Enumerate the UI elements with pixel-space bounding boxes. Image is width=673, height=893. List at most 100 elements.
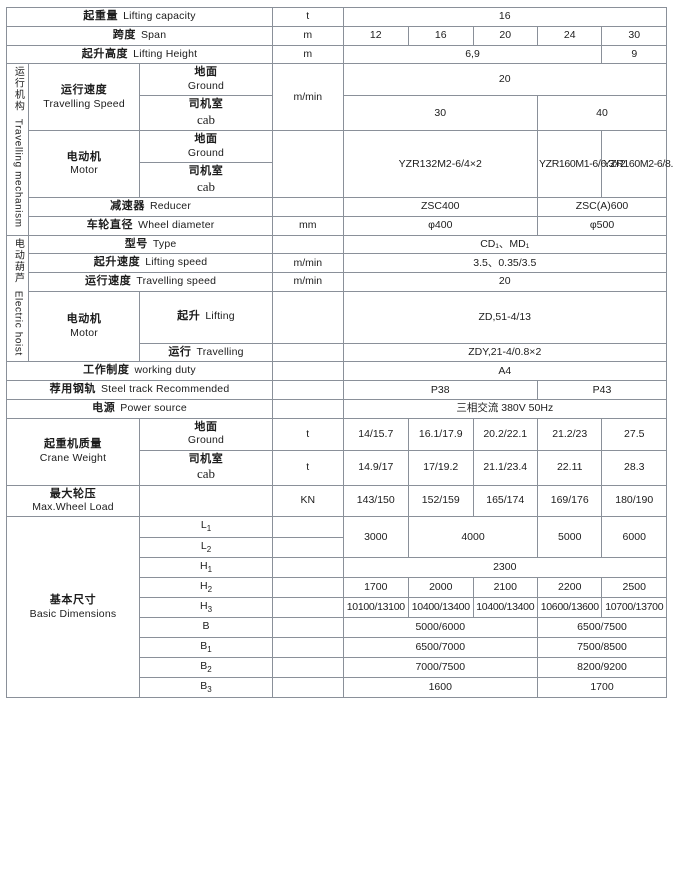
value-cell: A4 bbox=[342, 361, 668, 382]
row-label-steel-track: 荐用钢轨 Steel track Recommended bbox=[6, 380, 273, 400]
label-en: Wheel diameter bbox=[138, 218, 215, 231]
table-row-dimension-b3: B3 1600 1700 bbox=[7, 677, 668, 699]
value-cell: 21.1/23.4 bbox=[472, 449, 538, 486]
label-cn: 最大轮压 bbox=[49, 487, 97, 500]
dimension-symbol-b2: B2 bbox=[138, 657, 274, 679]
value-cell: 14.9/17 bbox=[342, 449, 410, 486]
value-cell: 9 bbox=[601, 44, 667, 65]
unit-cell: m bbox=[272, 44, 344, 65]
value-cell: 2000 bbox=[408, 576, 474, 598]
dimension-symbol-b1: B1 bbox=[138, 637, 274, 659]
value-cell: 1700 bbox=[342, 576, 410, 598]
value-cell: 16 bbox=[342, 7, 668, 27]
value-cell: 20.2/22.1 bbox=[472, 417, 538, 451]
value-cell: 40 bbox=[536, 95, 668, 132]
table-row-lifting-height: 起升高度 Lifting Height m 6,9 9 bbox=[6, 44, 667, 65]
row-label-travelling-speed: 运行速度 Travelling Speed bbox=[28, 63, 140, 132]
label-en: Basic Dimensions bbox=[29, 607, 117, 620]
row-label-hoist-lifting-speed: 起升速度 Lifting speed bbox=[28, 253, 273, 273]
unit-cell-empty bbox=[272, 576, 344, 598]
value-cell: φ400 bbox=[342, 215, 538, 236]
table-row-motor-cab: 司机室 cab bbox=[7, 162, 667, 198]
row-label-hoist-motor: 电动机 Motor bbox=[28, 290, 140, 363]
unit-cell-empty bbox=[272, 516, 344, 538]
sublabel-ground: 地面 Ground bbox=[138, 417, 274, 451]
symbol-base: B bbox=[202, 619, 210, 632]
table-row-hoist-motor-lifting: 电动机 Motor 起升 Lifting ZD,51-4/13 bbox=[7, 290, 668, 363]
label-cn: 型号 bbox=[124, 237, 148, 250]
value-cell: 169/176 bbox=[536, 484, 603, 518]
group-label-en: Travelling mechanism bbox=[12, 119, 24, 229]
value-cell: 22.11 bbox=[536, 449, 603, 486]
label-en: working duty bbox=[134, 364, 196, 377]
value-cell: 10700/13700 bbox=[601, 596, 667, 618]
label-cn: 工作制度 bbox=[83, 364, 130, 377]
value-cell: 5000 bbox=[536, 516, 603, 558]
sublabel-cn: 司机室 bbox=[188, 452, 224, 465]
label-cn: 车轮直径 bbox=[86, 218, 134, 231]
symbol-sub: 2 bbox=[206, 544, 212, 554]
value-cell: 180/190 bbox=[601, 484, 667, 518]
value-cell: 7500/8500 bbox=[536, 637, 668, 659]
label-cn: 起重机质量 bbox=[43, 438, 102, 451]
table-row-dimension-b1: B1 6500/7000 7500/8500 bbox=[7, 637, 668, 659]
sublabel-en: cab bbox=[196, 178, 216, 194]
specification-table: 起重量 Lifting capacity t 16 跨度 Span m 12 16 … bbox=[5, 7, 673, 699]
value-cell: 2100 bbox=[472, 576, 538, 598]
value-cell: φ500 bbox=[536, 215, 668, 236]
unit-cell-empty bbox=[272, 556, 344, 578]
sublabel-en: cab bbox=[196, 466, 216, 482]
symbol-sub: 2 bbox=[207, 584, 213, 594]
label-cn: 运行速度 bbox=[84, 275, 132, 287]
label-en: Lifting capacity bbox=[123, 10, 196, 22]
sublabel-cab: 司机室 cab bbox=[138, 95, 274, 132]
row-label-max-wheel-load: 最大轮压 Max.Wheel Load bbox=[6, 484, 140, 518]
table-row-reducer: 减速器 Reducer ZSC400 ZSC(A)600 bbox=[7, 197, 668, 217]
table-row-dimension-b2: B2 7000/7500 8200/9200 bbox=[7, 657, 668, 679]
row-label-lifting-capacity: 起重量 Lifting capacity bbox=[6, 7, 273, 27]
label-en: Motor bbox=[70, 164, 98, 177]
table-row-crane-weight-cab: 司机室 cab t 14.9/17 17/19.2 21.1/23.4 22.1… bbox=[7, 449, 667, 486]
unit-cell: t bbox=[272, 7, 344, 27]
unit-cell-empty bbox=[272, 290, 344, 344]
value-cell: 27.5 bbox=[601, 417, 667, 451]
value-cell: 1700 bbox=[536, 677, 668, 699]
symbol-base: B bbox=[200, 640, 208, 653]
sublabel-cn: 地面 bbox=[194, 66, 218, 79]
symbol-sub: 3 bbox=[207, 604, 213, 614]
table-row-hoist-type: 电动葫芦 Electric hoist 型号 Type CD₁、MD₁ bbox=[5, 234, 668, 363]
unit-cell: m/min bbox=[272, 272, 344, 292]
group-label-travelling-mechanism: 运行机构 Travelling mechanism bbox=[5, 63, 30, 236]
symbol-base: H bbox=[199, 579, 208, 592]
unit-cell-empty bbox=[272, 398, 344, 419]
label-en: Span bbox=[140, 28, 167, 41]
table-row-span: 跨度 Span m 12 16 20 24 30 bbox=[6, 25, 667, 46]
sublabel-cn: 地面 bbox=[194, 133, 218, 146]
unit-cell-empty bbox=[272, 637, 344, 659]
sublabel-travelling: 运行 Travelling bbox=[138, 342, 274, 363]
value-cell: 165/174 bbox=[472, 484, 538, 518]
group-label-text: 电动葫芦 Electric hoist bbox=[11, 238, 25, 356]
value-cell: YZR160M2-6/8.5×2 bbox=[601, 130, 673, 198]
sublabel-lifting: 起升 Lifting bbox=[138, 290, 274, 344]
value-cell: 20 bbox=[342, 63, 668, 97]
row-label-working-duty: 工作制度 working duty bbox=[6, 361, 273, 382]
table-row-motor-ground: 电动机 Motor 地面 Ground YZR132M2-6/4×2 YZR16… bbox=[7, 130, 673, 198]
value-cell: 17/19.2 bbox=[408, 449, 474, 486]
value-cell: ZD,51-4/13 bbox=[342, 290, 668, 344]
unit-cell: t bbox=[272, 449, 344, 486]
symbol-base: L bbox=[200, 519, 207, 532]
value-cell: 6500/7500 bbox=[536, 616, 668, 639]
table-row-wheel-diameter: 车轮直径 Wheel diameter mm φ400 φ500 bbox=[7, 215, 668, 236]
group-label-en: Electric hoist bbox=[12, 290, 24, 356]
label-cn: 电动机 bbox=[66, 313, 102, 326]
label-en: Max.Wheel Load bbox=[32, 501, 114, 514]
sublabel-en: Lifting bbox=[205, 310, 235, 323]
table-row-steel-track: 荐用钢轨 Steel track Recommended P38 P43 bbox=[6, 380, 668, 400]
sublabel-cab: 司机室 cab bbox=[138, 449, 274, 486]
table-row-dimension-l1: 基本尺寸 Basic Dimensions L1 3000 4000 5000 … bbox=[6, 516, 667, 699]
row-label-hoist-travelling-speed: 运行速度 Travelling speed bbox=[28, 272, 273, 292]
sublabel-empty bbox=[138, 484, 274, 518]
symbol-base: H bbox=[199, 599, 208, 612]
